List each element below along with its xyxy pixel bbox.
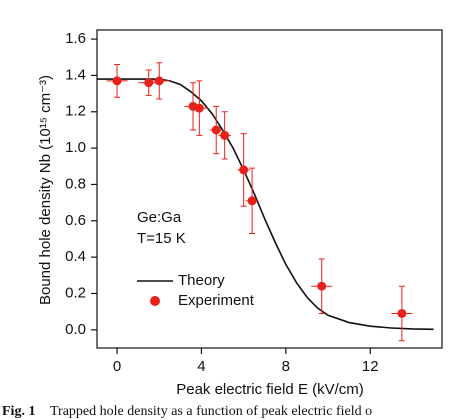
caption: Trapped hole density as a function of pe… <box>50 404 372 419</box>
y-tick-label: 0.4 <box>65 248 86 265</box>
legend-marker <box>150 296 160 306</box>
theory-line <box>97 78 434 331</box>
x-tick-label: 4 <box>197 358 205 375</box>
data-point <box>239 165 249 175</box>
legend-label: Experiment <box>178 292 255 309</box>
x-tick-label: 8 <box>282 358 290 375</box>
data-point <box>154 76 164 86</box>
y-tick-label: 0.2 <box>65 284 86 301</box>
y-tick-label: 1.6 <box>65 30 86 47</box>
x-axis-label: Peak electric field E (kV/cm) <box>176 381 364 398</box>
y-tick-label: 1.4 <box>65 66 86 83</box>
data-point <box>112 76 122 86</box>
data-point <box>144 78 154 88</box>
data-point <box>247 196 257 206</box>
y-tick-label: 1.2 <box>65 103 86 120</box>
data-point <box>317 281 327 291</box>
x-tick-label: 12 <box>362 358 379 375</box>
annotation: T=15 K <box>137 230 186 247</box>
y-tick-label: 0.8 <box>65 175 86 192</box>
legend-label: Theory <box>178 272 225 289</box>
data-point <box>211 125 221 135</box>
plot-frame <box>96 29 443 349</box>
annotation: Ge:Ga <box>137 209 182 226</box>
x-tick-label: 0 <box>113 358 121 375</box>
data-point <box>220 130 230 140</box>
y-tick-label: 0.6 <box>65 212 86 229</box>
data-point <box>194 103 204 113</box>
y-tick-label: 0.0 <box>65 321 86 338</box>
data-point <box>397 308 407 318</box>
caption-label: Fig. 1 <box>2 404 35 419</box>
y-tick-label: 1.0 <box>65 139 86 156</box>
y-axis-label: Bound hole density Nb (10¹⁵ cm⁻³) <box>37 75 54 305</box>
